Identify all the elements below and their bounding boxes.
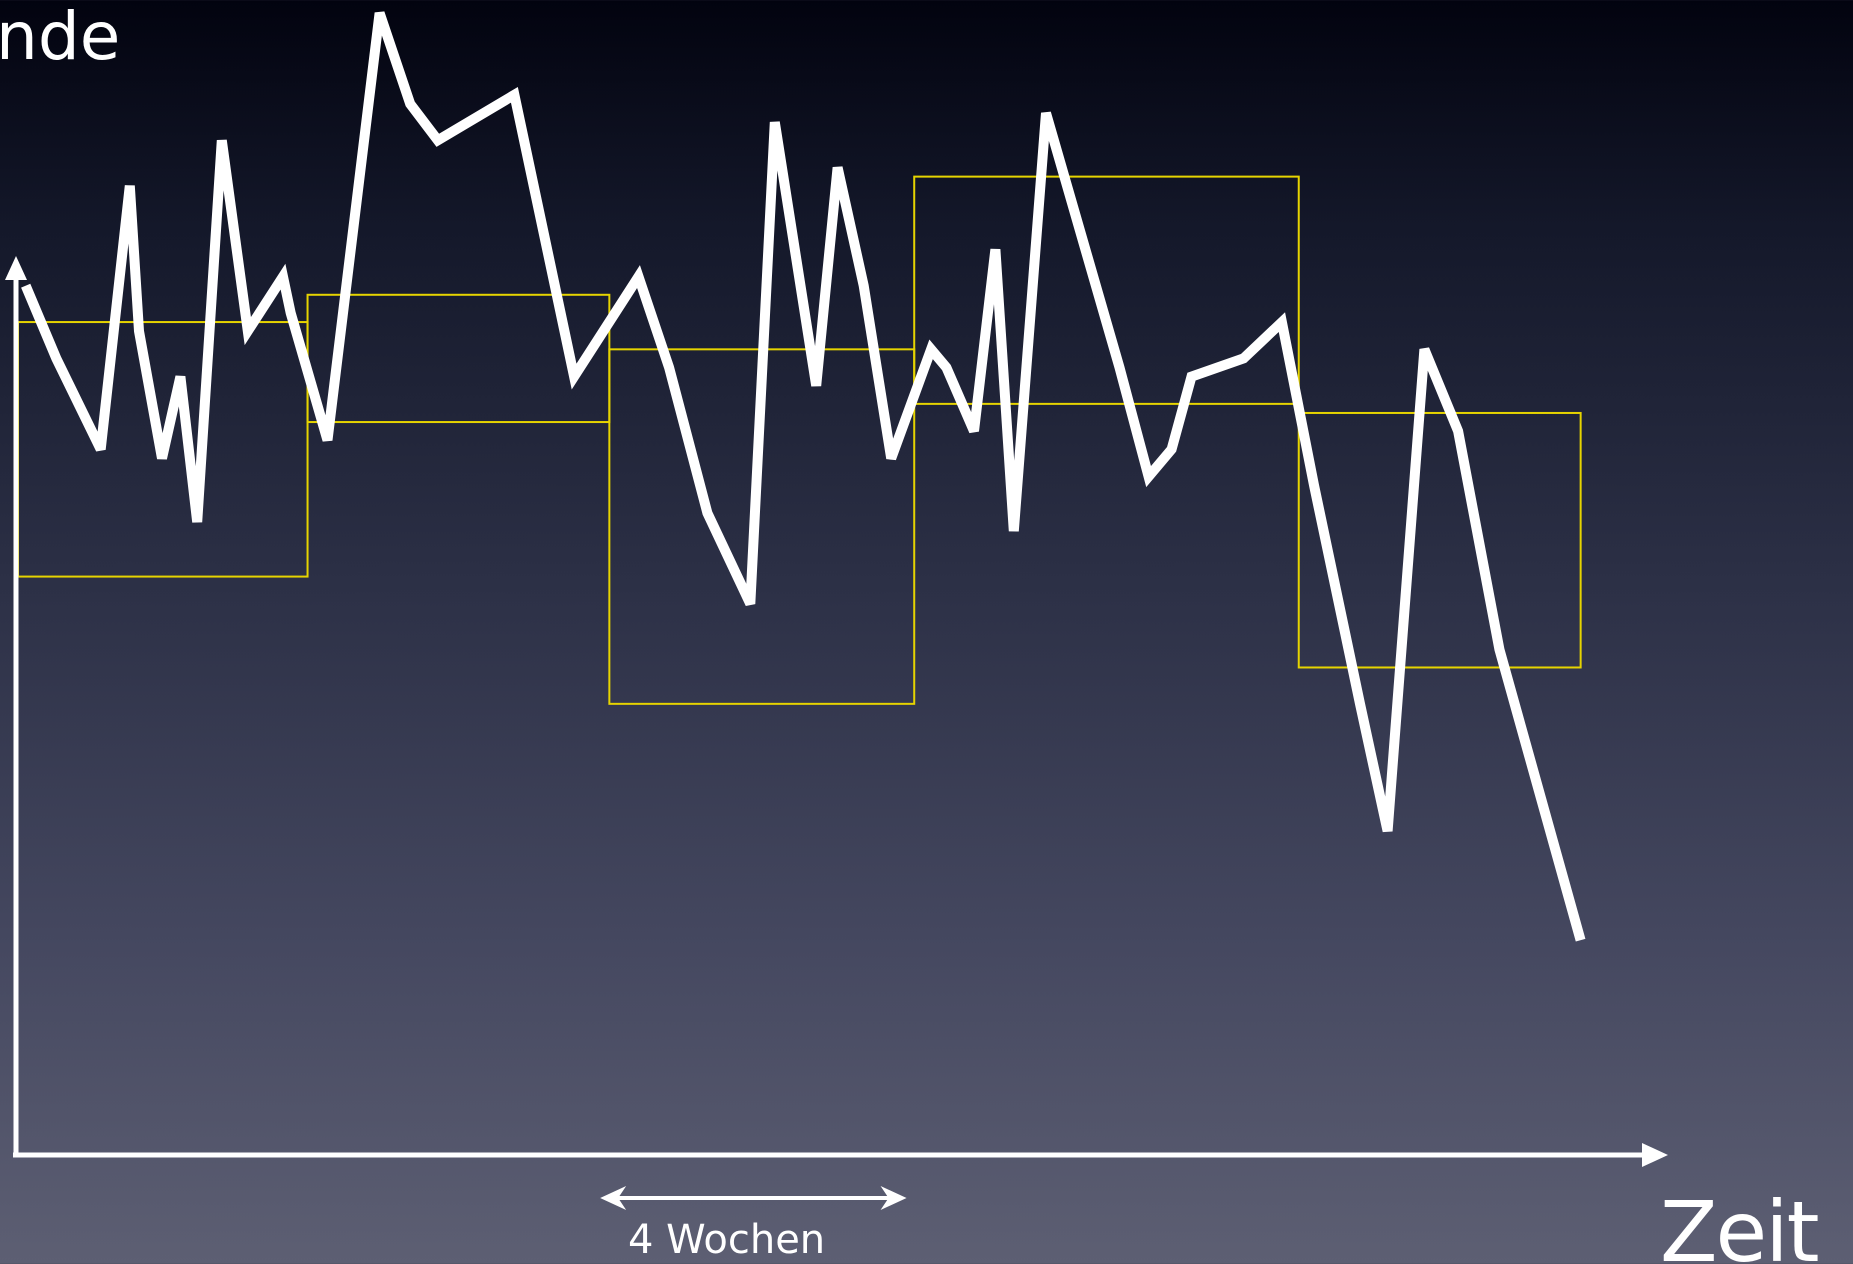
span-label: 4 Wochen [628,1217,826,1263]
span-arrowhead-left [600,1186,627,1210]
data-series [21,11,1586,942]
window-box-5 [1297,411,1582,669]
span-arrowhead-right [880,1186,907,1210]
span-indicator [600,1186,907,1210]
window-box-4 [913,175,1300,405]
x-axis-label: Zeit [1660,1183,1819,1264]
y-axis-arrowhead [5,256,27,280]
y-axis-label: nde [0,0,121,75]
window-boxes [17,175,1582,705]
x-axis-arrowhead [1642,1143,1668,1167]
series-line-1 [21,11,1586,942]
axes [5,256,1668,1167]
